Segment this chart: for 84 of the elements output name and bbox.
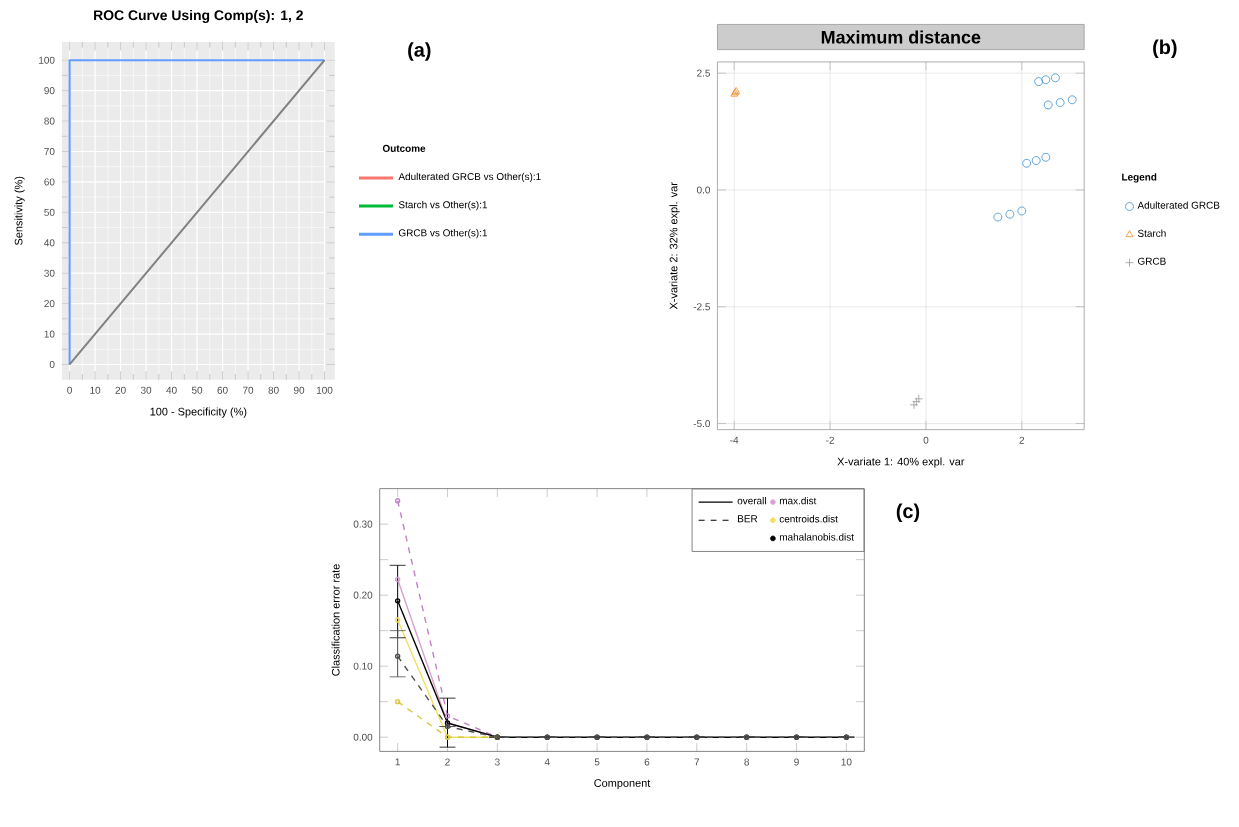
chart-title: ROC Curve Using Comp(s): 1, 2 [94,9,303,23]
y-tick-label: 30 [44,269,55,277]
point [444,713,451,719]
y-axis-title: Classification error rate [331,564,340,676]
point [1017,206,1027,216]
point [909,400,919,410]
x-tick-label: -4 [730,436,739,444]
text: (c) [896,503,920,522]
x-tick-label: 90 [293,386,305,394]
point [1022,158,1032,168]
y-tick-label: 0.30 [353,520,373,528]
legend-label: Starch [1137,229,1166,237]
x-tick-label: 4 [544,758,550,766]
x-tick-label: 5 [594,758,600,766]
legend-label: Adulterated GRCB [1137,201,1220,209]
y-tick-label: 100 [39,56,55,64]
y-tick-label: 2.5 [697,69,710,77]
y-tick-label: 20 [44,299,55,307]
point [1067,95,1077,104]
y-tick-label: -5.0 [693,419,711,427]
x-tick-label: 40 [166,386,177,394]
x-tick-label: 1 [395,758,400,766]
point [1034,77,1043,86]
legend-label: GRCB [1137,257,1166,265]
point [1055,98,1065,107]
x-axis-title: Component [594,778,651,789]
x-tick-label: 8 [744,758,750,766]
y-tick-label: 70 [44,147,55,155]
x-tick-label: 3 [494,758,500,766]
x-tick-label: 70 [243,386,254,394]
annotation: BER [738,515,758,522]
x-tick-label: 20 [115,386,126,394]
y-axis-title: Sensitivity (%) [14,176,25,245]
y-tick-label: 60 [44,178,55,186]
legend-label: max.dist [779,496,817,505]
y-tick-label: 90 [44,86,55,94]
legend-title: Legend [1122,173,1157,183]
x-tick-label: 6 [644,758,650,766]
y-tick-label: -2.5 [693,303,710,311]
x-tick-label: 30 [140,386,152,394]
x-tick-label: 10 [90,386,101,394]
text: (b) [1153,39,1177,58]
x-tick-label: 0 [923,436,929,444]
x-tick-label: -2 [826,436,835,444]
legend-label: centroids.dist [779,514,838,523]
x-tick-label: 100 [316,386,333,394]
y-tick-label: 0.20 [353,591,373,599]
x-tick-label: 0 [67,386,72,394]
y-tick-label: 50 [44,208,55,216]
x-tick-label: 60 [217,386,228,394]
x-tick-label: 7 [694,758,700,766]
x-tick-label: 9 [794,758,799,766]
chart-title: Maximum distance [821,30,981,44]
x-axis-title: 100 - Specificity (%) [150,407,247,418]
y-axis-title: X-variate 2: 32% expl. var [669,182,680,310]
y-tick-label: 80 [44,117,55,125]
x-axis-title: X-variate 1: 40% expl. var [837,457,965,468]
point [993,212,1003,222]
x-tick-label: 10 [841,758,852,766]
point [394,698,401,705]
point [1031,155,1041,165]
legend-label: GRCB vs Other(s):1 [398,228,487,239]
point [1005,209,1015,219]
point [1041,152,1051,162]
legend-label: mahalanobis.dist [779,533,854,541]
y-tick-label: 0.00 [353,733,373,741]
y-tick-label: 0.0 [696,186,711,194]
y-tick-label: 10 [44,330,55,338]
legend-title: Outcome [382,144,426,152]
point [1041,75,1051,84]
point [1051,73,1060,83]
x-tick-label: 80 [268,386,279,394]
y-tick-label: 0 [49,360,55,368]
x-tick-label: 2 [1019,436,1025,444]
text: (a) [408,42,431,61]
legend-label: Starch vs Other(s):1 [398,200,488,211]
y-tick-label: 0.10 [353,662,373,670]
x-tick-label: 2 [445,758,450,766]
legend-label: Adulterated GRCB vs Other(s):1 [398,172,541,182]
point [394,497,401,504]
y-tick-label: 40 [44,239,55,247]
x-tick-label: 50 [191,386,203,394]
annotation: overall [737,496,766,505]
point [1043,100,1053,110]
